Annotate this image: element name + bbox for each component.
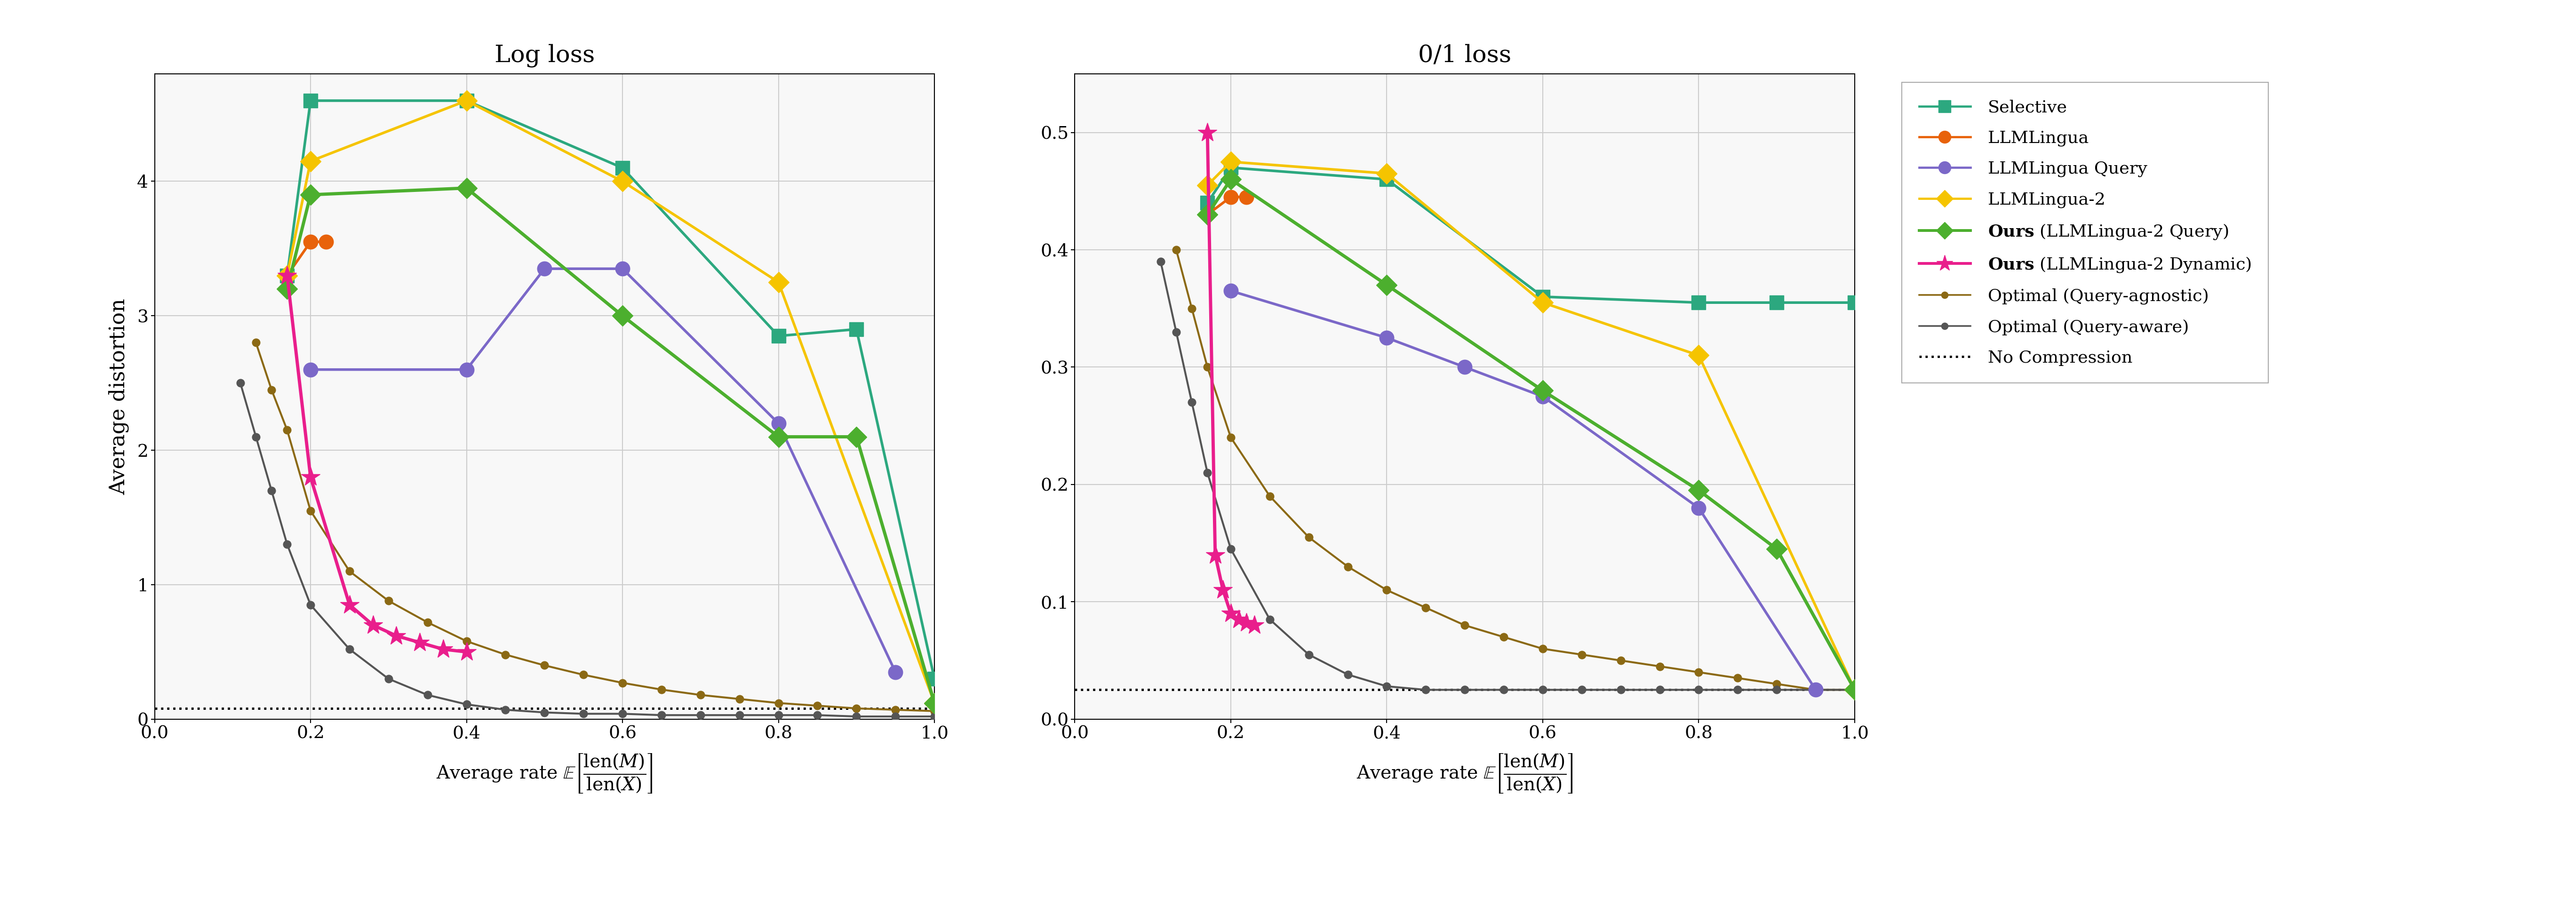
X-axis label: Average rate $\mathbb{E}\left[\dfrac{\mathrm{len}(M)}{\mathrm{len}(X)}\right]$: Average rate $\mathbb{E}\left[\dfrac{\ma… bbox=[1358, 752, 1574, 795]
Legend: Selective, LLMLingua, LLMLingua Query, LLMLingua-2, $\mathbf{Ours}$ (LLMLingua-2: Selective, LLMLingua, LLMLingua Query, L… bbox=[1901, 82, 2269, 383]
Title: 0/1 loss: 0/1 loss bbox=[1419, 44, 1512, 67]
X-axis label: Average rate $\mathbb{E}\left[\dfrac{\mathrm{len}(M)}{\mathrm{len}(X)}\right]$: Average rate $\mathbb{E}\left[\dfrac{\ma… bbox=[435, 752, 652, 795]
Title: Log loss: Log loss bbox=[495, 44, 595, 67]
Y-axis label: Average distortion: Average distortion bbox=[108, 298, 129, 495]
